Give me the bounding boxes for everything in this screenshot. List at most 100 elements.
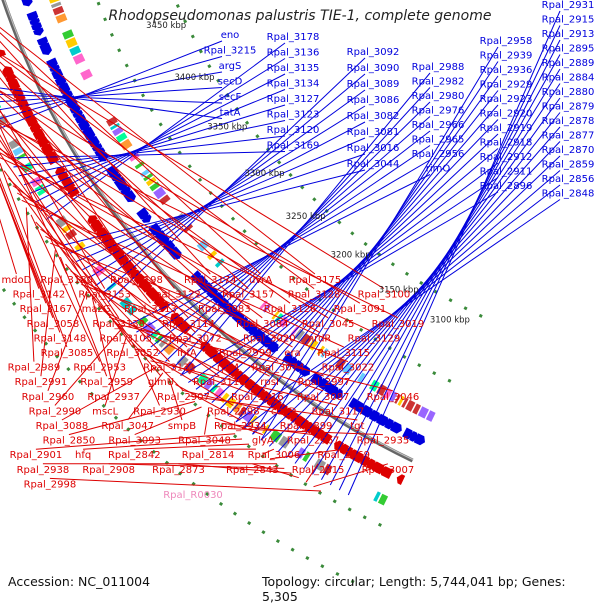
reverse-gene-label: Rpal_3148 [34,333,87,344]
reverse-label-line [0,0,16,274]
forward-label-line [0,88,222,103]
reverse-label-line [0,22,46,303]
forward-gene-label: Rpal_2880 [542,87,595,98]
reverse-gene [397,474,405,485]
reverse-gene-label: Rpal_3115 [317,348,370,359]
forward-gene-label: Rpal_3086 [347,95,400,106]
reverse-gene-label: Rpal_3045 [302,319,355,330]
forward-gene-label: Rpal_3090 [347,63,400,74]
reverse-gene-label: Rpal_3058 [27,319,80,330]
kbp-tick-label: 3100 kbp [430,316,470,326]
reverse-gene-label: Rpal_2953 [73,363,126,374]
reverse-gene-label: Rpal_3072 [169,333,222,344]
reverse-gene-label: Rpal_2959 [80,377,133,388]
forward-gene-label: Rpal_3123 [267,110,320,121]
reverse-gene-label: mscL [92,406,118,417]
kbp-tick-label: 3300 kbp [244,169,284,179]
reverse-gene-label: Rpal_2991 [15,377,68,388]
reverse-gene-label: Rpal_2997 [298,377,351,388]
reverse-gene-label: Rpal_3157 [222,290,275,301]
reverse-gene-label: Rpal_2815 [292,465,345,476]
reverse-gene-label: Rpal_3122 [148,290,201,301]
forward-gene-label: Rpal_3134 [267,79,320,90]
forward-label-line [0,57,222,122]
forward-gene-label: Rpal_3082 [347,111,400,122]
reverse-gene-label: Rpal_2998 [24,479,77,490]
reverse-gene-label: Rpal_3138 [92,319,145,330]
reverse-gene-label: Rpal_2937 [87,392,140,403]
forward-gene-label: Rpal_2966 [412,120,465,131]
reverse-gene-label: rpsI [260,377,279,388]
reverse-gene-label: Rpal_2850 [43,436,96,447]
forward-gene-label: Rpal_2936 [480,65,533,76]
forward-gene-label: Rpal_2884 [542,73,595,84]
reverse-gene-label: Rpal_3088 [36,421,89,432]
forward-label-line [95,90,365,286]
reverse-gene-label: glmU [148,377,174,388]
forward-gene-label: Rpal_2889 [542,58,595,69]
reverse-gene-label: Rpal_2934 [214,421,267,432]
forward-gene-label: Rpal_3016 [347,143,400,154]
forward-gene [21,0,33,6]
forward-gene-label: secD [218,77,243,88]
forward-gene-label: secF [219,92,242,103]
forward-gene-label: Rpal_2848 [542,189,595,200]
forward-gene-label: Rpal_2896 [480,181,533,192]
reverse-gene-label: nrdR [308,333,332,344]
reverse-gene-label: Rpal_2989 [8,363,61,374]
kbp-tick-label: 3200 kbp [331,251,371,261]
forward-gene-label: Rpal_2911 [480,167,533,178]
reverse-gene-label: Rpal_3131 [143,363,196,374]
reverse-gene-label: Rpal_3048 [178,436,231,447]
kbp-tick-label: 3350 kbp [207,123,247,133]
kbp-tick-label: 3250 kbp [286,212,326,222]
reverse-gene-label: Rpal_3114 [162,319,215,330]
forward-gene-label: Rpal_2956 [412,149,465,160]
reverse-gene-label: Rpal_3100 [358,290,411,301]
forward-gene-label: Rpal_3089 [347,79,400,90]
reverse-gene-label: Rpal_3175 [289,275,342,286]
forward-gene-label: Rpal_2877 [542,131,595,142]
reverse-gene-label: Rpal_3117 [312,406,365,417]
forward-gene-label: Rpal_2919 [480,123,533,134]
reverse-gene-label: tgt [350,421,364,432]
forward-gene-label: tatA [220,108,241,119]
reverse-gene-label: Rpal_3153 [78,290,131,301]
accession-text: Accession: NC_011004 [8,574,150,589]
forward-gene-label: Rpal_2912 [480,152,533,163]
reverse-gene-label: Rpal_2999 [219,348,272,359]
forward-gene-label: Rpal_2918 [480,138,533,149]
forward-gene-label: Rpal_2895 [542,44,595,55]
reverse-gene-label: Rpal_2960 [22,392,75,403]
reverse-gene-label: Rpal_3105 [99,333,152,344]
forward-gene-label: Rpal_2929 [480,80,533,91]
reverse-gene-label: Rpal_3052 [106,348,159,359]
reverse-gene-label: mazG [82,304,111,315]
map-title: Rhodopseudomonas palustris TIE-1, comple… [0,8,600,24]
forward-gene-label: Rpal_2976 [412,106,465,117]
reverse-gene-label: Rpal_3167 [20,304,73,315]
forward-gene-label: Rpal_2856 [542,174,595,185]
reverse-gene-label: Rpal_3087 [297,392,350,403]
reverse-gene-label: Rpal_2935 [357,436,410,447]
forward-gene-label: eno [221,30,240,41]
reverse-gene-label: Rpal_2873 [152,465,205,476]
forward-gene-label: rimO [426,164,451,175]
reverse-gene-label: Rpal_2930 [133,406,186,417]
reverse-gene-label: Rpal_2842 [108,450,161,461]
reverse-gene-label: Rpal_3084 [236,319,289,330]
reverse-gene-label: rplM [217,363,239,374]
reverse-gene-label: Rpal_2938 [17,465,70,476]
forward-gene-label: Rpal_2870 [542,145,595,156]
forward-gene-label: Rpal_3215 [204,46,257,57]
reverse-gene-label: Rpal_3093 [108,436,161,447]
forward-cog-feature [80,69,93,81]
reverse-gene-label: Rpal_2907 [157,392,210,403]
reverse-gene-label: Rpal_3007 [362,465,415,476]
reverse-gene-label: Rpal_3180 [40,275,93,286]
reverse-gene-label: glyA [252,436,274,447]
forward-gene-label: Rpal_3127 [267,94,320,105]
reverse-gene-label: Rpal_2901 [10,450,63,461]
kbp-tick-label: 3400 kbp [174,73,214,83]
reverse-gene-label: mdoD [1,275,31,286]
